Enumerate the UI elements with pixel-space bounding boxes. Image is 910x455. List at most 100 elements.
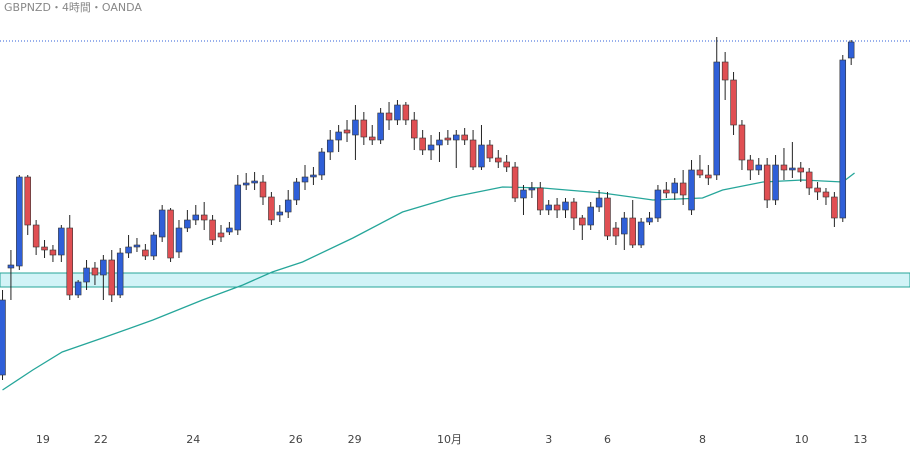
candle-body	[831, 196, 838, 219]
candle-body	[453, 134, 460, 141]
candle-body	[486, 144, 494, 159]
candle-body	[116, 252, 124, 296]
candle-body	[528, 187, 536, 191]
candle-body	[74, 281, 82, 296]
candle-body	[789, 167, 796, 171]
candle-body	[7, 264, 15, 269]
candle-body	[553, 204, 561, 211]
candle-body	[444, 137, 452, 141]
candle-body	[537, 187, 544, 211]
candle-body	[32, 224, 40, 248]
candle-body	[217, 232, 225, 238]
candle-body	[436, 139, 443, 146]
candle-body	[478, 144, 485, 168]
candle-body	[621, 217, 628, 235]
x-tick-label: 29	[348, 433, 362, 446]
candle-body	[66, 227, 73, 296]
x-tick-label: 13	[853, 433, 867, 446]
candle-body	[192, 214, 200, 221]
candle-body	[612, 227, 620, 237]
candle-body	[730, 79, 737, 126]
candle-body	[184, 219, 191, 229]
candle-body	[167, 209, 174, 259]
candle-body	[629, 217, 636, 246]
x-tick-label: 8	[699, 433, 706, 446]
zone	[0, 272, 910, 288]
candle-body	[520, 189, 527, 199]
candle-body	[503, 161, 510, 168]
candle-body	[696, 169, 704, 176]
x-tick-label: 10月	[437, 433, 462, 446]
candle-body	[58, 227, 65, 256]
candle-body	[419, 137, 426, 151]
candle-body	[251, 180, 258, 184]
candle-body	[209, 219, 216, 241]
candle-body	[100, 259, 107, 276]
candle-body	[352, 119, 359, 136]
candle-body	[377, 112, 384, 141]
candle-body	[83, 267, 90, 283]
candle-body	[0, 299, 6, 376]
candle-body	[91, 267, 99, 276]
candle-body	[259, 181, 267, 198]
candle-body	[763, 164, 771, 201]
candle-body	[326, 139, 334, 153]
candle-body	[713, 61, 720, 176]
candle-body	[780, 164, 788, 171]
candle-body	[268, 196, 275, 221]
candle-body	[805, 171, 813, 189]
candle-body	[671, 182, 678, 194]
candle-body	[200, 214, 208, 221]
candle-body	[637, 221, 645, 246]
chart-title: GBPNZD・4時間・OANDA	[4, 1, 142, 14]
candle-body	[545, 204, 552, 211]
candle-body	[688, 169, 695, 211]
candle-body	[108, 259, 115, 296]
candle-body	[318, 151, 326, 176]
candle-body	[461, 134, 468, 141]
candle-body	[847, 41, 855, 59]
candle-body	[293, 181, 300, 201]
candle-body	[747, 159, 754, 171]
candle-body	[755, 164, 762, 171]
candle-body	[738, 124, 746, 161]
candle-body	[41, 246, 48, 251]
candle-body	[772, 164, 779, 201]
candle-body	[175, 227, 183, 253]
candle-body	[276, 211, 284, 216]
candle-body	[150, 234, 158, 257]
x-tick-label: 24	[186, 433, 200, 446]
candle-body	[310, 174, 317, 178]
candle-body	[335, 131, 342, 141]
candle-body	[226, 227, 233, 233]
candle-body	[394, 104, 401, 121]
candle-body	[654, 189, 662, 219]
candle-body	[839, 59, 847, 219]
candle-body	[385, 112, 393, 121]
x-tick-label: 3	[545, 433, 552, 446]
candle-body	[402, 104, 410, 121]
candle-body	[411, 119, 418, 139]
candle-body	[360, 119, 368, 138]
candle-body	[822, 191, 830, 198]
candle-body	[158, 209, 166, 238]
candle-body	[427, 144, 435, 151]
candle-body	[679, 182, 687, 196]
candle-body	[570, 201, 578, 219]
candle-body	[705, 174, 712, 179]
x-tick-label: 26	[289, 433, 303, 446]
candle-body	[579, 217, 586, 226]
x-tick-label: 10	[795, 433, 809, 446]
candle-body	[368, 136, 376, 141]
candle-body	[663, 189, 670, 194]
candle-body	[511, 166, 519, 199]
candle-body	[49, 249, 57, 256]
candle-body	[646, 217, 653, 223]
candle-body	[797, 167, 805, 173]
x-tick-label: 6	[604, 433, 611, 446]
candle-body	[133, 244, 141, 248]
candle-body	[343, 129, 351, 134]
candle-body	[242, 182, 250, 186]
